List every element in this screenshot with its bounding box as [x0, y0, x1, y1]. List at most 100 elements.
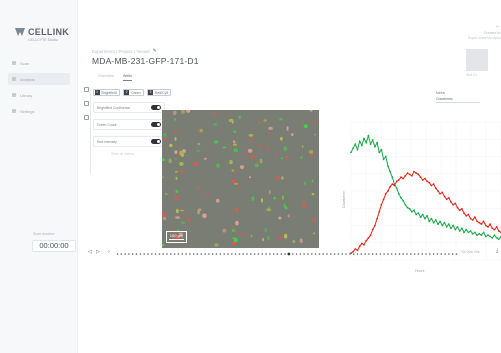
timeline-frame-dot[interactable]: [440, 253, 443, 255]
timeline-frame-dot[interactable]: [261, 253, 263, 255]
timeline-frame-dot[interactable]: [352, 253, 355, 255]
sidebar-item-library[interactable]: Library: [8, 89, 70, 101]
timeline-frame-dot[interactable]: [311, 253, 313, 255]
timeline-frame-dot[interactable]: [192, 253, 195, 255]
timeline-frame-dot[interactable]: [124, 253, 126, 255]
timeline-frame-dot[interactable]: [185, 253, 187, 255]
timeline-frame-dot[interactable]: [421, 253, 424, 255]
timeline-current-frame[interactable]: [287, 252, 291, 256]
timeline-frame-dot[interactable]: [223, 253, 225, 255]
timeline-frame-dot[interactable]: [204, 253, 206, 255]
timeline-frame-dot[interactable]: [429, 253, 431, 255]
settings-view-icon[interactable]: [84, 115, 89, 120]
timeline-frame-dot[interactable]: [181, 253, 184, 255]
timeline-frame-dot[interactable]: [234, 253, 237, 255]
timeline-frame-dot[interactable]: [410, 253, 412, 255]
timeline-track[interactable]: [116, 252, 458, 256]
timeline-frame-dot[interactable]: [242, 253, 244, 255]
timeline-frame-dot[interactable]: [394, 253, 397, 255]
timeline-frame-dot[interactable]: [131, 253, 134, 255]
channel-button-brightfield[interactable]: 1 Brightfield: [93, 89, 120, 96]
timeline-frame-dot[interactable]: [326, 253, 328, 255]
step-forward-icon[interactable]: ›: [108, 249, 110, 255]
timeline-frame-dot[interactable]: [448, 253, 450, 255]
timeline-frame-dot[interactable]: [250, 253, 252, 255]
download-icon[interactable]: ⤓: [496, 248, 499, 254]
timeline-frame-dot[interactable]: [436, 253, 439, 255]
timeline-frame-dot[interactable]: [151, 253, 153, 255]
timeline-frame-dot[interactable]: [189, 253, 191, 255]
timeline-frame-dot[interactable]: [253, 253, 256, 255]
microscopy-image[interactable]: 100 µm: [162, 110, 319, 248]
timeline-frame-dot[interactable]: [318, 253, 321, 255]
show-all-link[interactable]: Show all metrics: [111, 152, 135, 156]
tab-overview[interactable]: Overview: [98, 74, 114, 78]
timeline-frame-dot[interactable]: [303, 253, 305, 255]
metric-toggle[interactable]: [151, 122, 161, 127]
timeline-frame-dot[interactable]: [379, 253, 382, 255]
timeline-frame-dot[interactable]: [227, 253, 229, 255]
timeline-frame-dot[interactable]: [291, 253, 294, 255]
timeline-frame-dot[interactable]: [196, 253, 199, 255]
timeline-frame-dot[interactable]: [231, 253, 233, 255]
timeline-frame-dot[interactable]: [173, 253, 176, 255]
timeline-frame-dot[interactable]: [200, 253, 203, 255]
timeline-frame-dot[interactable]: [406, 253, 408, 255]
timeline-frame-dot[interactable]: [284, 253, 286, 255]
timeline-frame-dot[interactable]: [368, 253, 370, 255]
well-thumbnail[interactable]: [466, 49, 488, 71]
grid-view-icon[interactable]: [84, 87, 89, 92]
timeline-frame-dot[interactable]: [360, 253, 363, 255]
sidebar-item-settings[interactable]: Settings: [8, 105, 70, 117]
play-icon[interactable]: ▷: [96, 249, 100, 255]
timeline-frame-dot[interactable]: [238, 253, 241, 255]
metric-toggle[interactable]: [151, 105, 161, 110]
timeline-frame-dot[interactable]: [398, 253, 401, 255]
timeline-frame-dot[interactable]: [166, 253, 168, 255]
timeline-frame-dot[interactable]: [154, 253, 157, 255]
timeline-frame-dot[interactable]: [333, 253, 336, 255]
timeline-frame-dot[interactable]: [451, 253, 454, 255]
timeline-frame-dot[interactable]: [417, 253, 420, 255]
timeline-frame-dot[interactable]: [341, 253, 343, 255]
timeline-frame-dot[interactable]: [147, 253, 149, 255]
timeline-frame-dot[interactable]: [128, 253, 130, 255]
timeline-frame-dot[interactable]: [413, 253, 416, 255]
timeline-frame-dot[interactable]: [307, 253, 309, 255]
minimize-icon[interactable]: −: [496, 24, 499, 30]
timeline-frame-dot[interactable]: [356, 253, 359, 255]
metric-select[interactable]: Count/mm²: [436, 97, 480, 103]
timeline-frame-dot[interactable]: [139, 253, 142, 255]
timeline-frame-dot[interactable]: [215, 253, 218, 255]
timeline-frame-dot[interactable]: [314, 253, 317, 255]
timeline-frame-dot[interactable]: [330, 253, 332, 255]
export-link[interactable]: Export Vessel Analytics: [468, 36, 501, 40]
timeline-frame-dot[interactable]: [295, 253, 298, 255]
timeline-frame-dot[interactable]: [383, 253, 385, 255]
image-view-icon[interactable]: [84, 101, 89, 106]
pencil-icon[interactable]: ✎: [152, 48, 157, 54]
timeline-frame-dot[interactable]: [299, 253, 302, 255]
timeline-frame-dot[interactable]: [280, 253, 283, 255]
sidebar-item-analysis[interactable]: Analysis: [8, 73, 70, 85]
tab-wells[interactable]: Wells: [122, 74, 133, 81]
timeline-frame-dot[interactable]: [322, 253, 324, 255]
timeline-frame-dot[interactable]: [120, 253, 123, 255]
timeline-frame-dot[interactable]: [177, 253, 180, 255]
timeline-frame-dot[interactable]: [390, 253, 393, 255]
timeline-frame-dot[interactable]: [116, 253, 119, 255]
timeline-frame-dot[interactable]: [135, 253, 138, 255]
timeline-frame-dot[interactable]: [455, 253, 458, 255]
timeline-frame-dot[interactable]: [269, 253, 271, 255]
timeline-frame-dot[interactable]: [211, 253, 214, 255]
timeline-frame-dot[interactable]: [387, 253, 389, 255]
timeline-frame-dot[interactable]: [170, 253, 172, 255]
timeline-frame-dot[interactable]: [276, 253, 279, 255]
timeline-frame-dot[interactable]: [143, 253, 145, 255]
timeline-frame-dot[interactable]: [337, 253, 340, 255]
timeline-frame-dot[interactable]: [371, 253, 374, 255]
channel-button-green[interactable]: 2 Green: [122, 89, 144, 96]
timeline-frame-dot[interactable]: [364, 253, 366, 255]
timeline-frame-dot[interactable]: [158, 253, 161, 255]
timeline-frame-dot[interactable]: [272, 253, 275, 255]
